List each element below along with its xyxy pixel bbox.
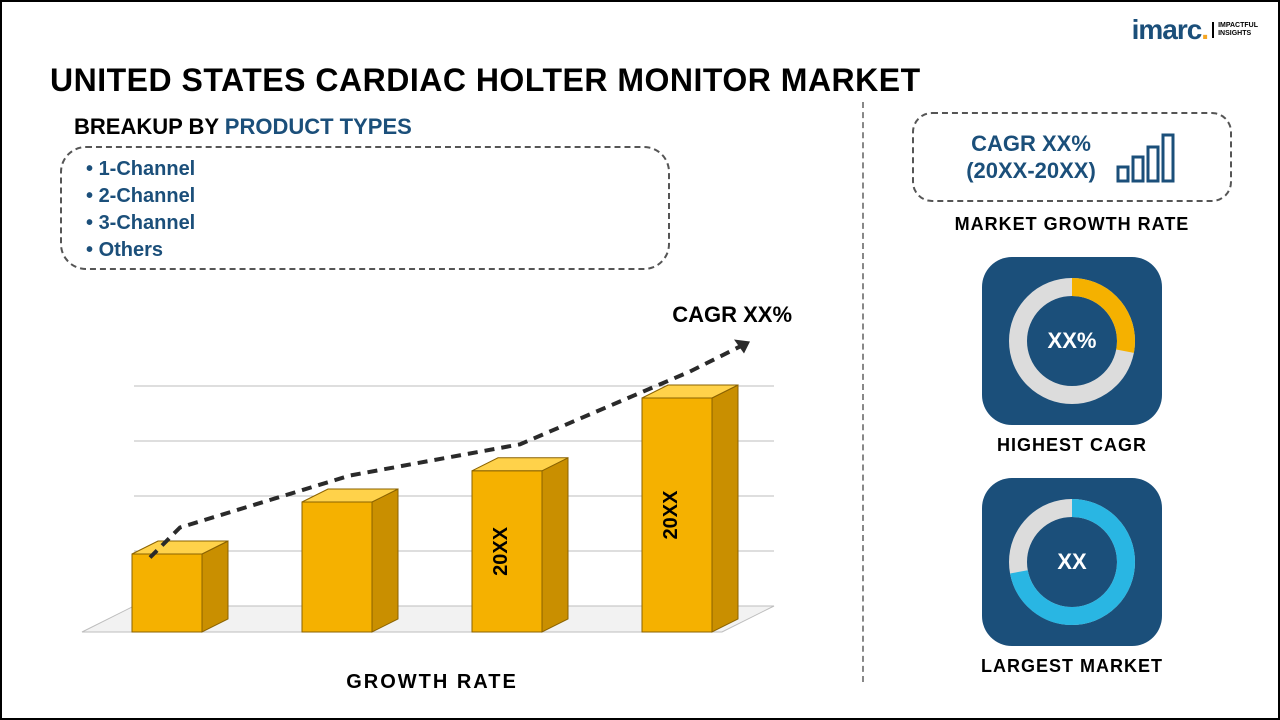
vertical-divider [862,102,864,682]
largest-market-caption: LARGEST MARKET [981,656,1163,677]
cagr-line-label: CAGR XX% [672,302,792,328]
brand-tagline: IMPACTFULINSIGHTS [1212,22,1258,37]
product-type-item: 2-Channel [86,183,644,210]
right-column: CAGR XX%(20XX-20XX) MARKET GROWTH RATE X… [892,112,1252,699]
subtitle-prefix: BREAKUP BY [74,114,225,139]
highest-cagr-value: XX% [1048,328,1097,354]
svg-text:20XX: 20XX [660,490,682,540]
bar-growth-icon [1114,129,1178,185]
brand-name: imarc. [1132,14,1209,46]
market-growth-rate-box: CAGR XX%(20XX-20XX) [912,112,1232,202]
product-type-item: 1-Channel [86,156,644,183]
growth-rate-text: CAGR XX%(20XX-20XX) [966,130,1096,185]
brand-logo: imarc. IMPACTFULINSIGHTS [1132,14,1258,46]
bar-chart-svg: 20XX 20XX [62,312,802,662]
page-title: UNITED STATES CARDIAC HOLTER MONITOR MAR… [50,62,921,99]
highest-cagr-caption: HIGHEST CAGR [997,435,1147,456]
product-types-box: 1-Channel2-Channel3-ChannelOthers [60,146,670,270]
highest-cagr-tile: XX% [982,257,1162,425]
chart-x-label: GROWTH RATE [62,671,802,694]
product-types-list: 1-Channel2-Channel3-ChannelOthers [86,156,644,264]
growth-rate-caption: MARKET GROWTH RATE [955,214,1190,235]
growth-rate-chart: CAGR XX% 20XX20XX GROWTH RATE [62,312,802,692]
largest-market-tile: XX [982,478,1162,646]
svg-text:20XX: 20XX [490,526,512,576]
subtitle-accent: PRODUCT TYPES [225,114,412,139]
breakup-subtitle: BREAKUP BY PRODUCT TYPES [74,114,412,140]
product-type-item: Others [86,237,644,264]
product-type-item: 3-Channel [86,210,644,237]
largest-market-value: XX [1057,549,1086,575]
